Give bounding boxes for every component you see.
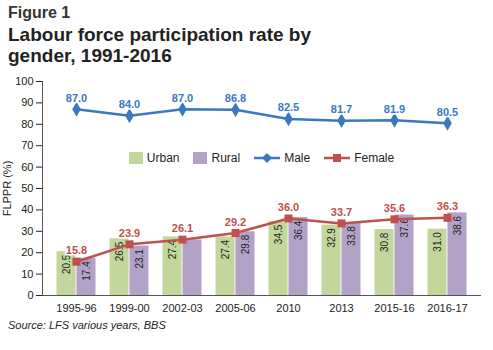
svg-text:38.6: 38.6 (452, 215, 463, 235)
svg-text:37.6: 37.6 (399, 217, 410, 237)
svg-text:36.0: 36.0 (278, 201, 299, 213)
svg-text:1999-00: 1999-00 (109, 302, 149, 314)
svg-text:27.4: 27.4 (167, 239, 178, 259)
svg-text:2015-16: 2015-16 (374, 302, 414, 314)
html-text:Female: Female (354, 150, 395, 165)
svg-text:70: 70 (21, 139, 33, 151)
svg-text:30: 30 (21, 224, 33, 236)
svg-text:10: 10 (21, 267, 33, 279)
svg-text:100: 100 (15, 75, 33, 87)
svg-text:15.8: 15.8 (66, 244, 87, 256)
svg-text:33.7: 33.7 (331, 205, 352, 217)
svg-text:80.5: 80.5 (437, 105, 458, 117)
svg-text:2010: 2010 (276, 302, 300, 314)
html-text:Figure 1: Figure 1 (8, 4, 71, 21)
svg-text:36.4: 36.4 (293, 220, 304, 240)
svg-text:32.9: 32.9 (326, 227, 337, 247)
svg-text:31.0: 31.0 (432, 231, 443, 251)
svg-text:20.5: 20.5 (61, 254, 72, 274)
svg-text:2002-03: 2002-03 (162, 302, 202, 314)
svg-text:87.0: 87.0 (66, 91, 87, 103)
svg-text:82.5: 82.5 (278, 101, 299, 113)
svg-text:84.0: 84.0 (119, 98, 140, 110)
svg-text:20: 20 (21, 246, 33, 258)
svg-text:35.6: 35.6 (384, 201, 405, 213)
svg-text:40: 40 (21, 203, 33, 215)
svg-text:26.5: 26.5 (114, 241, 125, 261)
svg-text:29.8: 29.8 (240, 234, 251, 254)
svg-text:87.0: 87.0 (172, 91, 193, 103)
html-text:Urban: Urban (146, 150, 180, 165)
svg-text:2016-17: 2016-17 (427, 302, 467, 314)
svg-text:34.5: 34.5 (273, 224, 284, 244)
svg-text:23.1: 23.1 (134, 248, 145, 268)
svg-text:33.8: 33.8 (346, 225, 357, 245)
html-text:Labour force participation rat: Labour force participation rate by gende… (8, 24, 311, 67)
svg-text:90: 90 (21, 96, 33, 108)
svg-text:81.9: 81.9 (384, 102, 405, 114)
svg-text:27.4: 27.4 (220, 239, 231, 259)
html-text:Rural: Rural (211, 150, 241, 165)
svg-text:26.1: 26.1 (172, 222, 193, 234)
svg-text:0: 0 (27, 289, 33, 301)
svg-text:29.2: 29.2 (225, 215, 246, 227)
svg-text:2013: 2013 (329, 302, 353, 314)
svg-text:FLPPR (%): FLPPR (%) (1, 160, 13, 216)
svg-text:50: 50 (21, 182, 33, 194)
svg-text:86.8: 86.8 (225, 92, 246, 104)
svg-text:30.8: 30.8 (379, 232, 390, 252)
svg-text:60: 60 (21, 160, 33, 172)
svg-text:80: 80 (21, 117, 33, 129)
svg-text:1995-96: 1995-96 (56, 302, 96, 314)
svg-text:2005-06: 2005-06 (215, 302, 255, 314)
svg-text:36.3: 36.3 (437, 200, 458, 212)
svg-text:17.4: 17.4 (81, 260, 92, 280)
svg-text:23.9: 23.9 (119, 226, 140, 238)
html-text:Male: Male (284, 150, 311, 165)
svg-text:81.7: 81.7 (331, 103, 352, 115)
html-text:Source: LFS various years, BBS: Source: LFS various years, BBS (8, 318, 166, 331)
